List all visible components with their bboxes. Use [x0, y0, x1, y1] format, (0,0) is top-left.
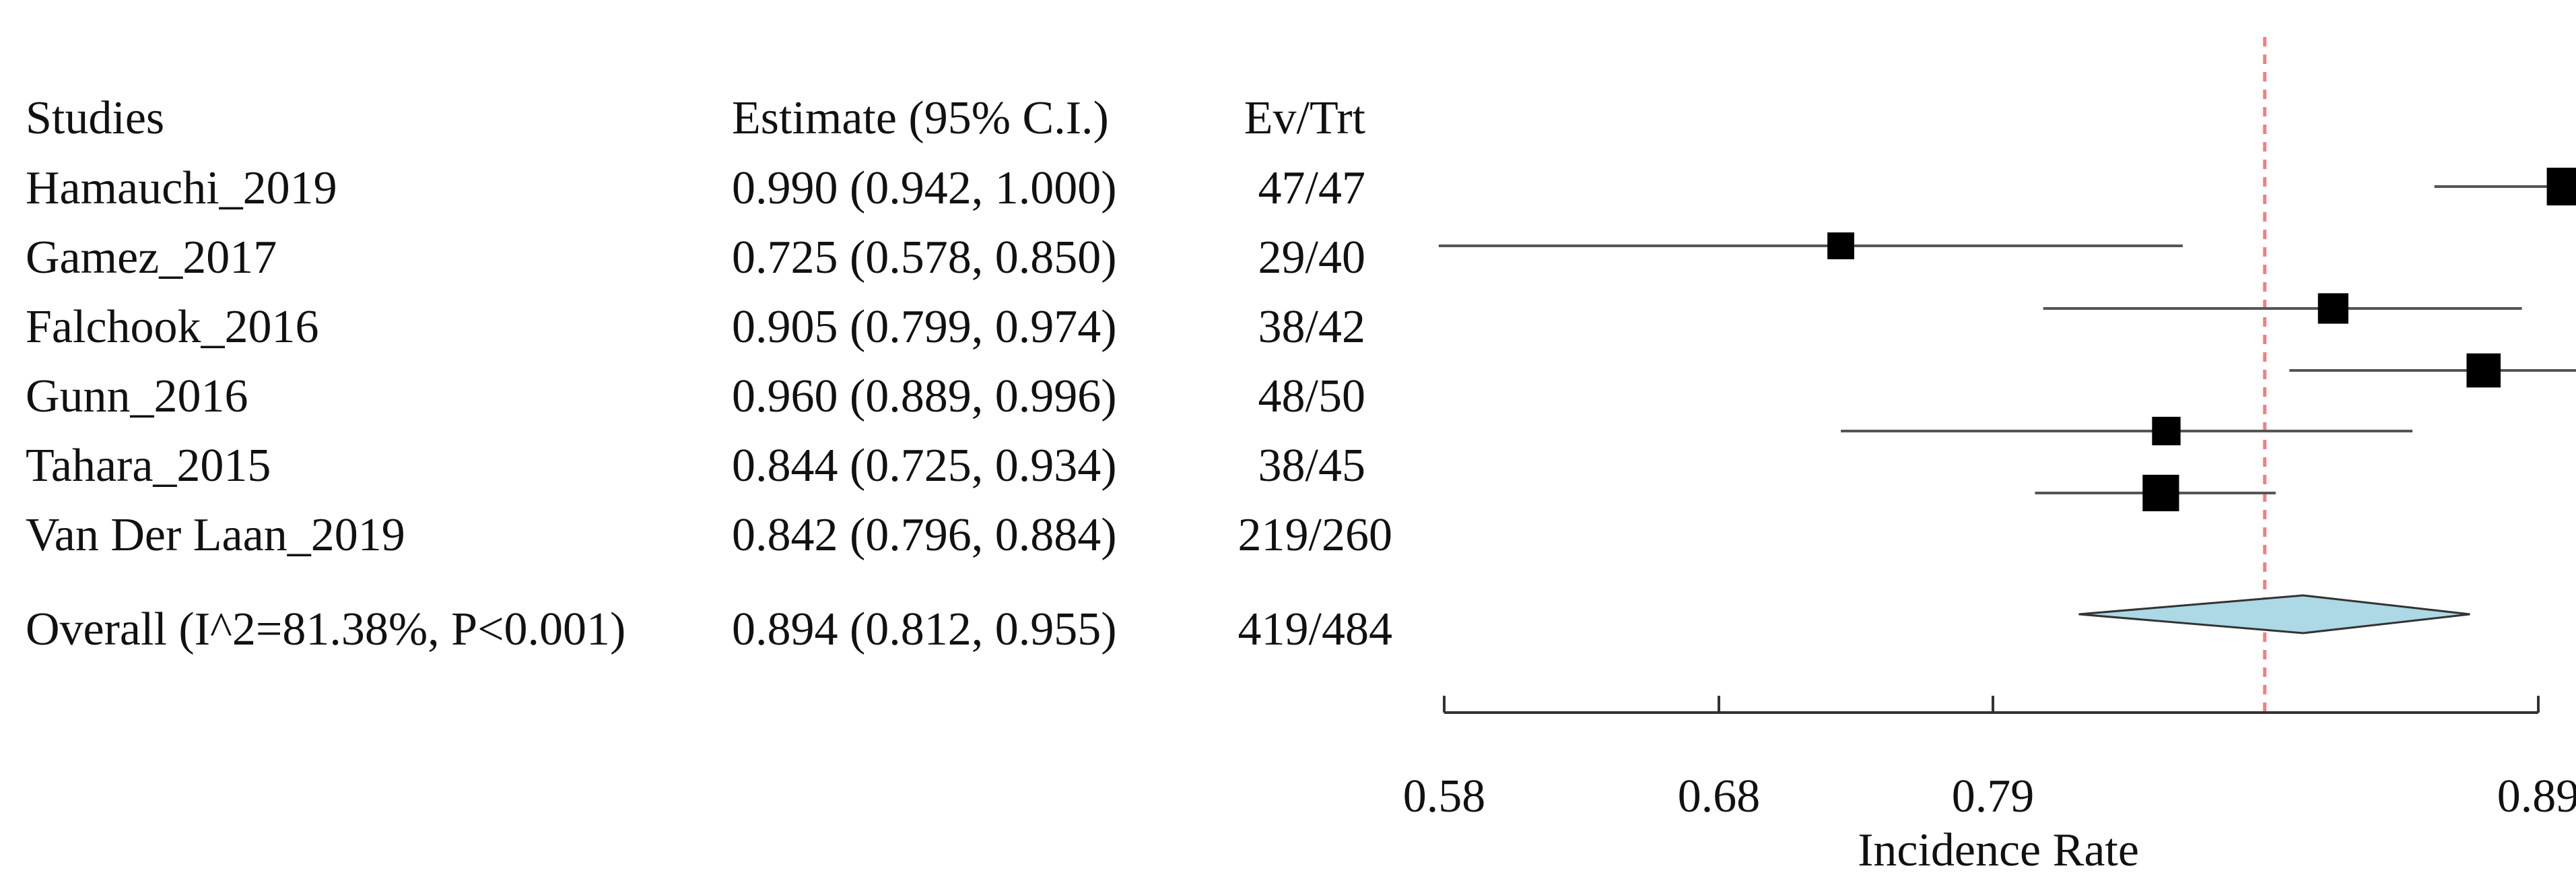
overall-diamond — [2078, 594, 2470, 634]
study-estimate: 0.960 (0.889, 0.996) — [732, 370, 1117, 422]
study-name: Van Der Laan_2019 — [26, 509, 405, 561]
study-estimate: 0.725 (0.578, 0.850) — [732, 232, 1117, 284]
study-name: Hamauchi_2019 — [26, 162, 337, 214]
estimate-marker — [1827, 232, 1854, 259]
study-name: Gamez_2017 — [26, 232, 277, 284]
x-axis: 0.58 0.68 0.79 0.89 — [1403, 696, 2576, 822]
study-estimate: 0.905 (0.799, 0.974) — [732, 301, 1117, 353]
study-estimate: 0.844 (0.725, 0.934) — [732, 440, 1117, 492]
overall-name: Overall (I^2=81.38%, P<0.001) — [26, 603, 625, 655]
study-events: 48/50 — [1258, 370, 1365, 422]
x-tick-label: 0.79 — [1952, 771, 2035, 822]
overall-estimate: 0.894 (0.812, 0.955) — [732, 603, 1117, 655]
x-tick-label: 0.68 — [1678, 771, 1761, 822]
estimate-marker — [2466, 353, 2501, 388]
study-estimate: 0.842 (0.796, 0.884) — [732, 509, 1117, 561]
x-axis-label: Incidence Rate — [1858, 824, 2139, 876]
estimate-marker — [2142, 474, 2179, 512]
study-name: Falchook_2016 — [26, 301, 319, 353]
overall-events: 419/484 — [1238, 603, 1392, 655]
study-name: Gunn_2016 — [26, 370, 248, 422]
estimate-marker — [2317, 293, 2348, 324]
study-events: 47/47 — [1258, 162, 1365, 214]
header-estimate: Estimate (95% C.I.) — [732, 92, 1109, 144]
study-name: Tahara_2015 — [26, 440, 271, 492]
estimate-marker — [2152, 416, 2181, 446]
study-events: 29/40 — [1258, 232, 1365, 284]
study-events: 38/45 — [1258, 440, 1365, 492]
study-events: 38/42 — [1258, 301, 1365, 353]
header-events: Ev/Trt — [1244, 92, 1366, 144]
study-rows: Hamauchi_2019 0.990 (0.942, 1.000) 47/47… — [26, 162, 1392, 655]
study-estimate: 0.990 (0.942, 1.000) — [732, 162, 1117, 214]
estimate-marker — [2546, 168, 2576, 205]
study-events: 219/260 — [1238, 509, 1392, 561]
header-studies: Studies — [26, 92, 164, 144]
x-tick-label: 0.58 — [1403, 771, 1486, 822]
x-tick-label: 0.89 — [2497, 771, 2576, 822]
estimate-markers — [1827, 168, 2576, 512]
confidence-intervals — [1438, 185, 2576, 494]
overall-diamond-group — [2078, 594, 2470, 634]
